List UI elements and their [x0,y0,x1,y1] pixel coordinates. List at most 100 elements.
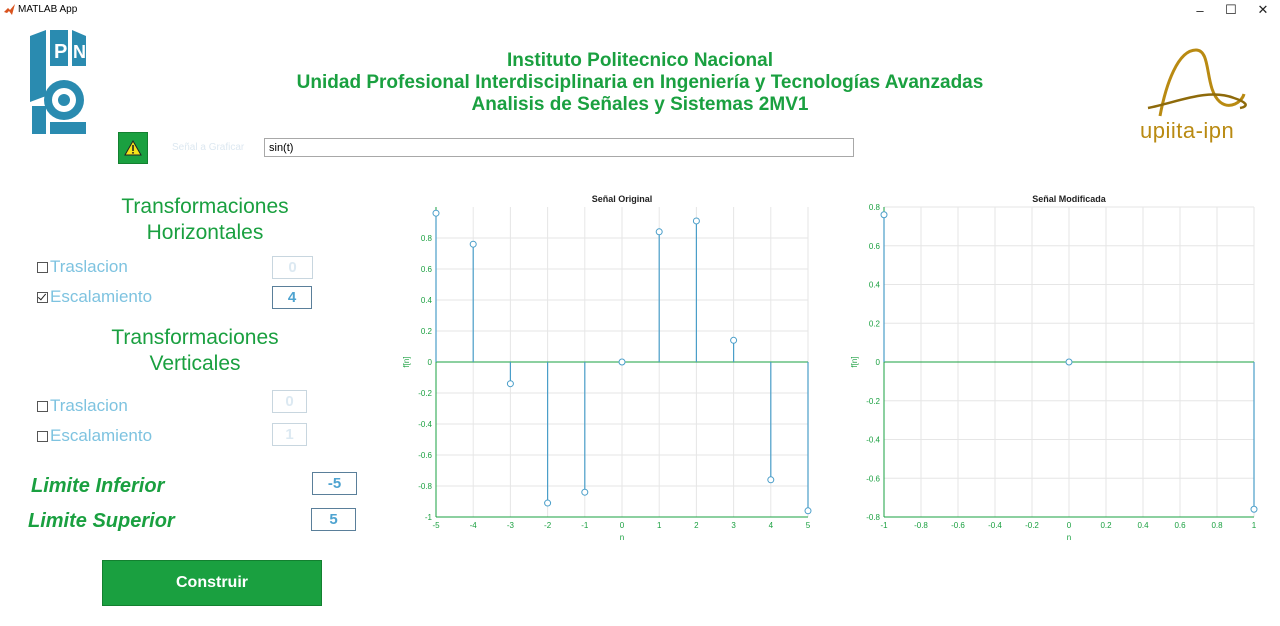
v-traslacion-label: Traslacion [50,396,128,415]
maximize-button[interactable]: ☐ [1225,2,1237,17]
x-tick-label: 4 [769,521,774,530]
warning-button[interactable] [118,132,148,164]
y-tick-label: 0.8 [421,234,433,243]
v-traslacion-checkbox[interactable] [37,400,48,412]
matlab-icon [4,4,15,15]
x-tick-label: 1 [1252,521,1257,530]
v-escalamiento-field[interactable]: 1 [272,423,307,446]
x-axis-label: n [620,533,624,542]
y-tick-label: 0 [428,358,433,367]
h-escalamiento-checkbox[interactable] [37,291,48,303]
x-tick-label: 0.2 [1100,521,1112,530]
warning-icon [124,140,142,156]
stem-marker [469,240,477,248]
header-unit: Unidad Profesional Interdisciplinaria en… [296,72,984,93]
h-escalamiento-row[interactable]: Escalamiento [37,287,152,307]
y-tick-label: 0.2 [421,327,433,336]
stem-marker [1065,358,1073,366]
x-tick-label: -0.4 [988,521,1002,530]
x-tick-label: -2 [544,521,552,530]
y-tick-label: -1 [425,513,433,522]
h-escalamiento-label: Escalamiento [50,287,153,306]
v-traslacion-field[interactable]: 0 [272,390,307,413]
y-tick-label: 0.6 [869,242,881,251]
minimize-button[interactable]: – [1196,2,1204,18]
y-tick-label: 0.4 [869,281,881,290]
upiita-text: upiita-ipn [1140,118,1235,143]
x-tick-label: 5 [806,521,811,530]
vertical-title: Transformaciones Verticales [90,325,300,377]
ipn-logo: P N [28,28,86,136]
upper-limit-field[interactable]: 5 [311,508,356,531]
h-traslacion-row[interactable]: Traslacion [37,257,128,277]
v-escalamiento-row[interactable]: Escalamiento [37,426,152,446]
x-tick-label: -5 [432,521,440,530]
h-escalamiento-field[interactable]: 4 [272,286,312,309]
y-tick-label: -0.2 [866,397,880,406]
stem-marker [880,211,888,219]
y-axis-label: f[n] [402,356,411,367]
close-button[interactable]: ✕ [1257,2,1269,17]
x-tick-label: -1 [581,521,589,530]
x-tick-label: 2 [694,521,699,530]
vertical-title-line2: Verticales [149,352,241,375]
signal-input[interactable] [264,138,854,157]
x-tick-label: -4 [470,521,478,530]
vertical-title-line1: Transformaciones [111,326,279,349]
y-tick-label: -0.4 [418,420,432,429]
x-tick-label: 1 [657,521,662,530]
stem-marker [692,217,700,225]
h-traslacion-checkbox[interactable] [37,261,48,273]
y-tick-label: -0.2 [418,389,432,398]
lower-limit-label: Limite Inferior [31,475,165,497]
chart-title: Señal Original [592,194,653,204]
svg-text:N: N [73,42,86,62]
h-traslacion-field[interactable]: 0 [272,256,313,279]
original-signal-chart: -5 -4 -3 -2 -1 0 1 2 3 4 5 -1 -0.8 -0.6 -0.4 -0.2 0 0.2 0.… [402,194,812,542]
x-tick-label: -3 [507,521,515,530]
modified-signal-chart: -1 -0.8 -0.6 -0.4 -0.2 0 0.2 0.4 0.6 0.8 1-0.8-0.6… [850,194,1258,542]
y-tick-label: -0.8 [418,482,432,491]
x-tick-label: 0 [620,521,625,530]
stem-marker [432,209,440,217]
y-tick-label: -0.8 [866,513,880,522]
y-axis-label: f[n] [850,356,859,367]
y-tick-label: 0 [876,358,881,367]
stem-marker [804,507,812,515]
v-escalamiento-label: Escalamiento [50,426,153,445]
stem-marker [1250,505,1258,513]
x-tick-label: 0.6 [1174,521,1186,530]
x-tick-label: -0.2 [1025,521,1039,530]
x-tick-label: -1 [880,521,888,530]
upiita-logo [1147,48,1247,117]
chart-title: Señal Modificada [1032,194,1107,204]
y-tick-label: 0.4 [421,296,433,305]
construir-button[interactable]: Construir [102,560,322,606]
stem-marker [655,228,663,236]
h-traslacion-label: Traslacion [50,257,128,276]
x-tick-label: 0.4 [1137,521,1149,530]
x-tick-label: -0.6 [951,521,965,530]
stem-marker [730,336,738,344]
x-axis-label: n [1067,533,1071,542]
x-tick-label: 0.8 [1211,521,1223,530]
y-tick-label: 0.2 [869,319,881,328]
stem-marker [618,358,626,366]
window-title: MATLAB App [18,4,78,15]
lower-limit-field[interactable]: -5 [312,472,357,495]
y-tick-label: -0.6 [866,474,880,483]
title-bar: MATLAB App – ☐ ✕ [0,0,1280,20]
horizontal-title-line1: Transformaciones [121,195,289,218]
stem-marker [506,380,514,388]
v-escalamiento-checkbox[interactable] [37,430,48,442]
horizontal-title: Transformaciones Horizontales [100,194,310,246]
header-institution: Instituto Politecnico Nacional [506,50,774,71]
y-tick-label: -0.6 [418,451,432,460]
x-tick-label: -0.8 [914,521,928,530]
v-traslacion-row[interactable]: Traslacion [37,396,128,416]
svg-text:P: P [54,41,67,63]
x-tick-label: 3 [731,521,736,530]
signal-label: Señal a Graficar [172,142,245,153]
upper-limit-label: Limite Superior [28,510,175,532]
header-course: Analisis de Señales y Sistemas 2MV1 [471,94,809,115]
